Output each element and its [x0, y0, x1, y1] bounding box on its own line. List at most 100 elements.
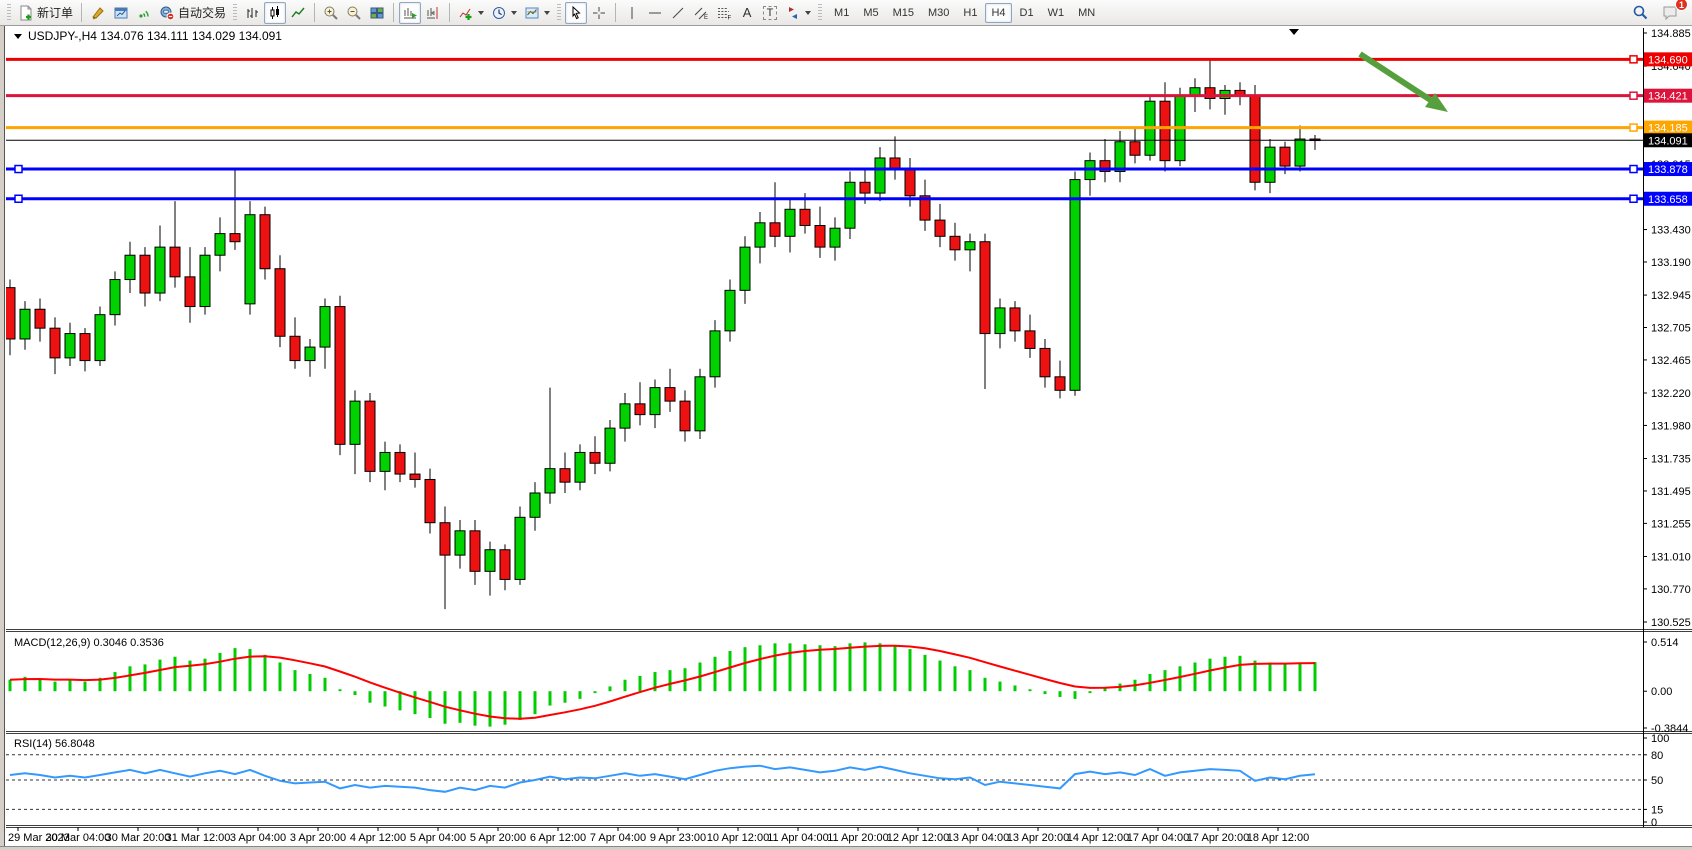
macd-label: MACD(12,26,9) 0.3046 0.3536: [14, 637, 164, 649]
timeframe-m5-button[interactable]: M5: [863, 6, 879, 19]
fibonacci-tool-button[interactable]: F: [713, 2, 735, 24]
crosshair-tool-button[interactable]: [588, 2, 610, 24]
add-indicator-icon: [459, 8, 472, 20]
svg-text:17 Apr 04:00: 17 Apr 04:00: [1127, 832, 1189, 844]
tile-windows-icon: [370, 7, 384, 18]
candle: [874, 157, 886, 194]
text-label-tool-button[interactable]: T: [759, 2, 781, 24]
cursor-icon: [572, 5, 581, 19]
svg-text:131.735: 131.735: [1651, 454, 1691, 466]
indicators-button[interactable]: [455, 2, 487, 24]
zoom-in-button[interactable]: [320, 2, 342, 24]
svg-text:133.658: 133.658: [1648, 194, 1688, 206]
candle: [499, 549, 511, 580]
annotation-arrow[interactable]: [1358, 51, 1448, 112]
chart-collapse-icon[interactable]: [14, 34, 22, 39]
svg-text:131.010: 131.010: [1651, 551, 1691, 563]
svg-text:30 Mar 04:00: 30 Mar 04:00: [46, 832, 111, 844]
template-icon: [525, 7, 539, 18]
candle: [949, 235, 961, 251]
line-anchor-handle[interactable]: [1629, 123, 1638, 132]
line-anchor-handle[interactable]: [1629, 55, 1638, 64]
line-anchor-handle[interactable]: [14, 164, 23, 174]
candle: [109, 279, 121, 316]
svg-text:10 Apr 12:00: 10 Apr 12:00: [707, 832, 769, 844]
toolbar-grip: [818, 3, 823, 22]
timeframe-m30-button[interactable]: M30: [928, 6, 950, 19]
price-level-label: [1644, 191, 1692, 206]
svg-text:3 Apr 20:00: 3 Apr 20:00: [290, 832, 346, 844]
svg-text:131.495: 131.495: [1651, 486, 1691, 498]
periods-button[interactable]: [488, 2, 520, 24]
search-button[interactable]: [1629, 2, 1652, 24]
svg-text:100: 100: [1651, 733, 1669, 745]
dropdown-caret-icon: [511, 10, 518, 15]
candle: [79, 333, 91, 362]
line-anchor-handle[interactable]: [14, 194, 23, 204]
line-anchor-handle[interactable]: [1629, 91, 1638, 100]
timeframe-mn-button[interactable]: MN: [1078, 6, 1096, 19]
svg-text:13 Apr 04:00: 13 Apr 04:00: [947, 832, 1009, 844]
svg-text:132.705: 132.705: [1651, 322, 1691, 334]
svg-text:6 Apr 12:00: 6 Apr 12:00: [530, 832, 586, 844]
candle: [49, 327, 61, 359]
candlestick-chart-button[interactable]: [264, 1, 287, 24]
svg-text:131.980: 131.980: [1651, 420, 1691, 432]
bar-chart-icon: [247, 7, 259, 18]
separator: [393, 3, 395, 22]
auto-scroll-button[interactable]: [399, 1, 422, 24]
market-watch-button[interactable]: [110, 2, 132, 24]
notifications-button[interactable]: 1: [1658, 0, 1688, 24]
timeframe-h4-button[interactable]: H4: [985, 2, 1012, 23]
candle: [1009, 307, 1021, 332]
svg-text:15: 15: [1651, 804, 1663, 816]
timeframe-w1-button[interactable]: W1: [1047, 6, 1065, 19]
svg-text:134.091: 134.091: [1648, 135, 1688, 147]
candle: [1114, 141, 1126, 172]
signals-button[interactable]: [133, 2, 155, 24]
current-price-label: [1644, 133, 1692, 148]
timeframe-h1-button[interactable]: H1: [963, 6, 978, 19]
new-order-label: 新订单: [37, 6, 74, 20]
zoom-out-button[interactable]: [343, 2, 365, 24]
line-anchor-handle[interactable]: [1629, 194, 1638, 204]
price-axis[interactable]: 134.885134.640134.400134.160133.915133.6…: [1643, 28, 1691, 629]
channel-tool-button[interactable]: E: [690, 2, 712, 24]
timeframe-m1-button[interactable]: M1: [834, 6, 850, 19]
new-order-button[interactable]: 新订单: [15, 2, 76, 24]
candle: [274, 268, 286, 337]
tile-windows-button[interactable]: [366, 2, 388, 24]
svg-text:4 Apr 12:00: 4 Apr 12:00: [350, 832, 406, 844]
bar-chart-button[interactable]: [241, 2, 263, 24]
chart-shift-button[interactable]: [422, 2, 444, 24]
line-chart-button[interactable]: [287, 2, 309, 24]
chart-shift-icon: [427, 6, 438, 19]
templates-button[interactable]: [521, 2, 553, 24]
candle: [889, 157, 901, 170]
styles-button[interactable]: [87, 2, 109, 24]
text-tool-button[interactable]: A: [736, 2, 758, 24]
arrows-tool-button[interactable]: [782, 2, 814, 24]
svg-text:F: F: [728, 15, 732, 21]
window-frame-left: [0, 26, 5, 850]
timeframe-m15-button[interactable]: M15: [892, 6, 914, 19]
candle: [349, 400, 361, 445]
candle: [229, 233, 241, 243]
auto-trading-button[interactable]: 自动交易: [156, 2, 229, 24]
candles-layer: [4, 59, 1321, 610]
candle: [409, 473, 421, 480]
cursor-tool-button[interactable]: [565, 1, 588, 24]
trendline-tool-button[interactable]: [667, 2, 689, 24]
timeframe-d1-button[interactable]: D1: [1019, 6, 1034, 19]
horizontal-line-tool-button[interactable]: [644, 2, 666, 24]
dropdown-caret-icon: [478, 10, 485, 15]
line-anchor-handle[interactable]: [1629, 164, 1638, 174]
arrows-shapes-icon: [789, 6, 798, 19]
svg-text:5 Apr 04:00: 5 Apr 04:00: [410, 832, 466, 844]
price-chart[interactable]: 134.885134.640134.400134.160133.915133.6…: [4, 26, 1692, 846]
svg-text:11 Apr 20:00: 11 Apr 20:00: [827, 832, 889, 844]
svg-text:80: 80: [1651, 750, 1663, 762]
vertical-line-tool-button[interactable]: [621, 2, 643, 24]
candle: [604, 427, 616, 464]
